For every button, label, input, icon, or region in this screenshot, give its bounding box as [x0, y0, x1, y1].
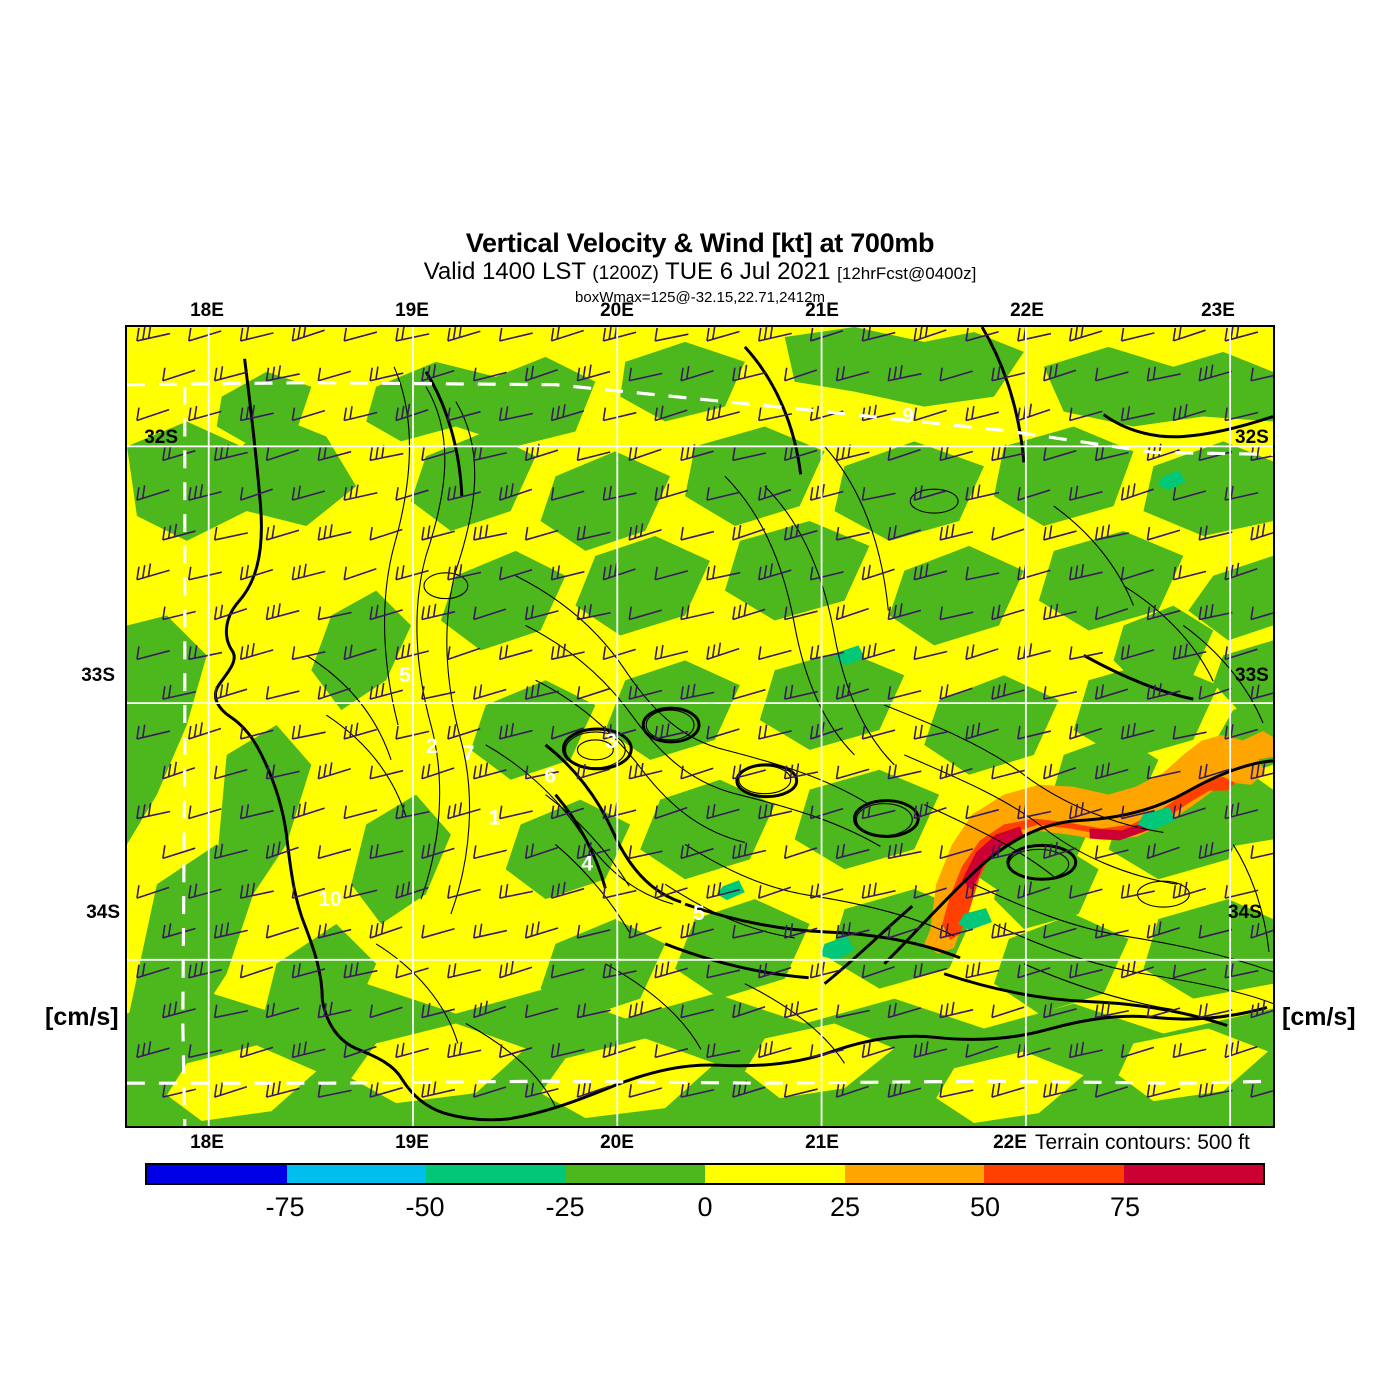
map-plot-area: 9 5 2 7 6 1 3 4 10 5	[125, 325, 1275, 1128]
right-tick-32s: 32S	[1235, 427, 1269, 448]
colorbar-swatch-7	[1123, 1165, 1263, 1183]
colorbar-ticks: -75 -50 -25 0 25 50 75	[145, 1192, 1265, 1226]
bottom-tick-21e: 21E	[805, 1132, 839, 1153]
right-tick-34s: 34S	[1228, 902, 1262, 923]
colorbar-swatch-6	[984, 1165, 1124, 1183]
marker-7: 7	[463, 742, 475, 765]
forecast-tag: [12hrFcst@0400z]	[837, 264, 977, 283]
colorbar-tick-0: 0	[697, 1192, 713, 1222]
chart-title-block: Vertical Velocity & Wind [kt] at 700mb V…	[0, 228, 1400, 307]
bottom-tick-20e: 20E	[600, 1132, 634, 1153]
top-tick-22e: 22E	[1010, 300, 1044, 321]
marker-5a: 5	[399, 664, 411, 687]
terrain-contour-note: Terrain contours: 500 ft	[1035, 1131, 1250, 1154]
marker-4: 4	[581, 852, 593, 875]
colorbar-swatch-4	[705, 1165, 845, 1183]
marker-2: 2	[426, 735, 438, 758]
top-tick-20e: 20E	[600, 300, 634, 321]
colorbar-swatch-1	[286, 1165, 426, 1183]
boxwmax-annotation: boxWmax=125@-32.15,22.71,2412m	[575, 289, 825, 306]
colorbar-tick--50: -50	[405, 1192, 445, 1222]
left-tick-34s: 34S	[86, 902, 120, 923]
colorbar-tick--75: -75	[265, 1192, 305, 1222]
page-title: Vertical Velocity & Wind [kt] at 700mb	[465, 228, 935, 258]
moderate-descent-cells	[716, 470, 1186, 960]
coastline-and-major-contours	[214, 327, 1273, 1122]
marker-5b: 5	[693, 902, 705, 925]
marker-3: 3	[605, 730, 617, 753]
valid-time-line: Valid 1400 LST (1200Z) TUE 6 Jul 2021 [1…	[0, 258, 1400, 288]
right-tick-33s: 33S	[1235, 665, 1269, 686]
colorbar-swatch-2	[426, 1165, 566, 1183]
vertical-velocity-field: 9 5 2 7 6 1 3 4 10 5	[127, 327, 1273, 1126]
unit-label-left: [cm/s]	[45, 1003, 119, 1031]
province-borders	[127, 381, 1273, 1126]
colorbar-swatch-0	[147, 1165, 287, 1183]
unit-label-right: [cm/s]	[1282, 1003, 1356, 1031]
colorbar-tick-50: 50	[969, 1192, 1001, 1222]
valid-utc: (1200Z)	[592, 263, 659, 284]
colorbar-tick--25: -25	[545, 1192, 585, 1222]
marker-6: 6	[545, 765, 557, 788]
left-tick-32s: 32S	[144, 427, 178, 448]
colorbar-swatch-3	[565, 1165, 705, 1183]
graticule	[127, 327, 1273, 1126]
marker-9: 9	[902, 405, 914, 428]
valid-prefix: Valid 1400 LST	[423, 258, 586, 285]
valid-date: TUE 6 Jul 2021	[665, 258, 831, 285]
colorbar-swatch-5	[844, 1165, 984, 1183]
bottom-tick-19e: 19E	[395, 1132, 429, 1153]
top-tick-18e: 18E	[190, 300, 224, 321]
top-tick-23e: 23E	[1201, 300, 1235, 321]
left-tick-33s: 33S	[81, 665, 115, 686]
top-tick-21e: 21E	[805, 300, 839, 321]
top-tick-19e: 19E	[395, 300, 429, 321]
colorbar-tick-75: 75	[1109, 1192, 1141, 1222]
wind-barb-field	[136, 327, 1273, 1098]
station-markers: 9 5 2 7 6 1 3 4 10 5	[318, 405, 914, 925]
colorbar[interactable]	[145, 1163, 1265, 1185]
marker-10: 10	[318, 888, 341, 911]
colorbar-tick-25: 25	[829, 1192, 861, 1222]
marker-1: 1	[489, 807, 501, 830]
bottom-tick-22e: 22E	[993, 1132, 1027, 1153]
bottom-tick-18e: 18E	[190, 1132, 224, 1153]
